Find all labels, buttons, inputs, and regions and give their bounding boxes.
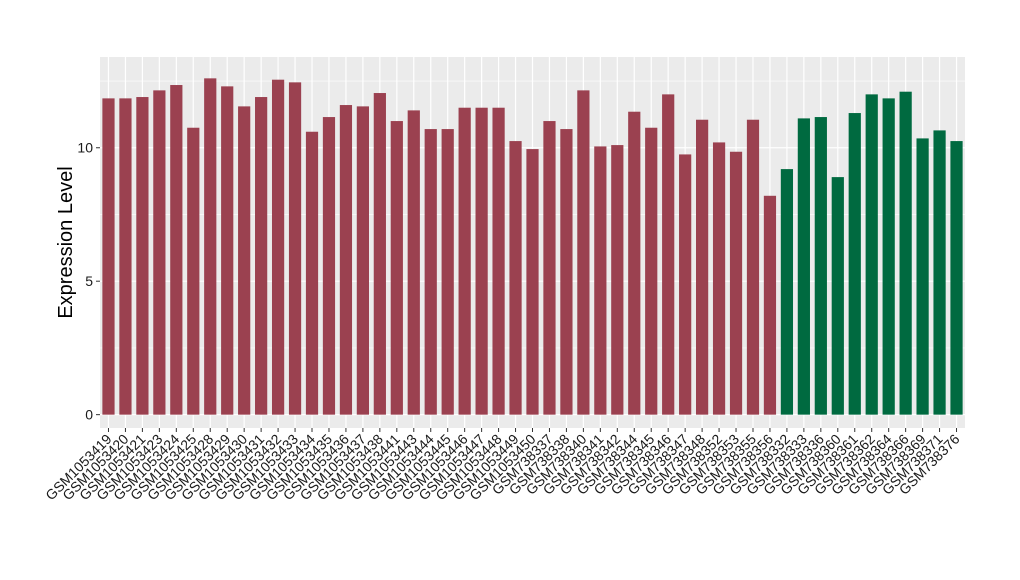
- bar-GSM738361: [848, 113, 861, 415]
- bar-GSM1053446: [458, 107, 471, 415]
- bar-GSM1053420: [119, 98, 132, 415]
- bar-GSM1053449: [509, 141, 522, 415]
- bar-GSM1053438: [373, 93, 386, 415]
- bar-GSM738371: [933, 130, 946, 415]
- bar-GSM1053435: [322, 117, 336, 415]
- bar-GSM1053423: [153, 90, 166, 415]
- bar-GSM1053444: [424, 129, 437, 415]
- bar-GSM738356: [763, 195, 777, 415]
- bar-GSM1053450: [526, 149, 539, 415]
- bar-GSM1053429: [221, 86, 234, 415]
- bar-GSM738342: [611, 145, 624, 415]
- bar-GSM738348: [696, 119, 709, 415]
- bar-GSM738360: [831, 177, 844, 415]
- bar-GSM1053432: [271, 79, 285, 415]
- bar-GSM1053443: [407, 110, 420, 415]
- x-axis: GSM1053419GSM1053420GSM1053421GSM1053423…: [42, 428, 963, 503]
- bar-GSM738344: [628, 111, 641, 415]
- bar-GSM738369: [916, 138, 929, 415]
- bar-GSM738332: [780, 169, 794, 415]
- bar-GSM738340: [577, 90, 590, 415]
- bar-GSM738346: [662, 94, 675, 415]
- bar-GSM738364: [882, 98, 895, 415]
- bar-GSM1053433: [288, 82, 302, 415]
- y-axis-title: Expression Level: [55, 166, 77, 318]
- bar-GSM738355: [746, 119, 760, 415]
- bar-GSM1053430: [238, 106, 251, 415]
- bar-GSM1053431: [255, 97, 268, 415]
- y-tick-label: 5: [85, 273, 93, 289]
- bar-GSM738353: [729, 151, 743, 415]
- bar-GSM1053421: [136, 97, 149, 415]
- bar-GSM738366: [899, 91, 912, 415]
- bar-GSM1053425: [187, 127, 200, 415]
- y-axis: 0 5 10: [77, 140, 100, 423]
- bar-GSM1053436: [339, 105, 353, 415]
- bar-GSM738362: [865, 94, 878, 415]
- bar-GSM1053428: [204, 78, 217, 415]
- bars: [102, 78, 963, 415]
- bar-GSM1053434: [305, 131, 319, 415]
- bar-GSM1053441: [390, 121, 403, 415]
- bar-GSM738333: [797, 118, 810, 415]
- bar-GSM738345: [645, 127, 658, 415]
- y-tick-label: 0: [85, 407, 93, 423]
- y-tick-label: 10: [77, 140, 93, 156]
- bar-GSM738338: [560, 129, 573, 415]
- bar-GSM1053419: [102, 98, 115, 415]
- bar-GSM1053424: [170, 85, 183, 415]
- bar-GSM738352: [712, 142, 726, 415]
- bar-GSM738341: [594, 146, 607, 415]
- bar-GSM1053437: [356, 106, 369, 415]
- bar-GSM738337: [543, 121, 556, 415]
- bar-GSM1053448: [492, 107, 505, 415]
- bar-GSM1053445: [441, 129, 454, 415]
- bar-GSM738336: [814, 117, 827, 415]
- bar-GSM738376: [950, 141, 963, 415]
- bar-GSM1053447: [475, 107, 488, 415]
- bar-GSM738347: [679, 154, 692, 415]
